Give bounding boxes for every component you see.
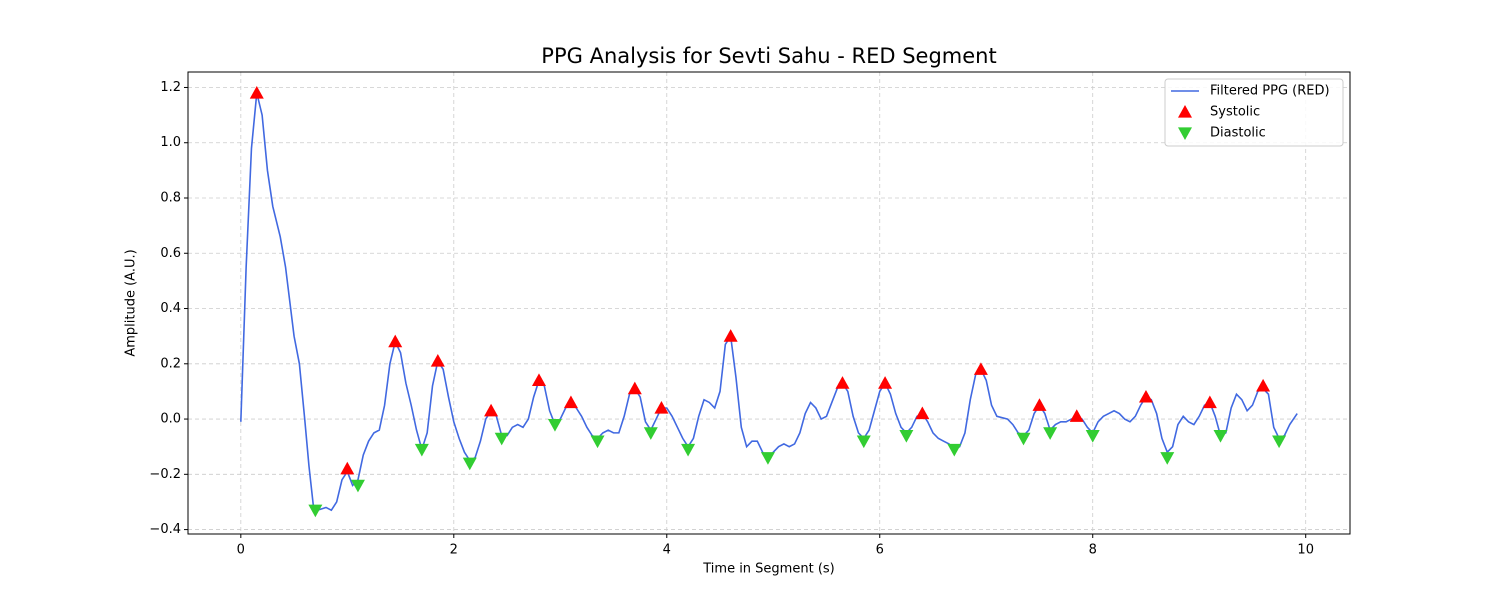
marker-point [590,435,605,449]
marker-point [1213,430,1228,443]
marker-point [899,430,914,443]
legend-label: Systolic [1210,105,1260,120]
marker-point [947,443,962,457]
marker-point [856,435,871,449]
marker-point [1016,432,1031,446]
x-axis-label: Time in Segment (s) [702,562,834,577]
marker-point [1085,430,1100,443]
marker-point [308,504,323,518]
marker-point [388,334,403,348]
marker-point [1202,395,1217,409]
y-tick-label: 1.0 [160,135,181,150]
x-tick-label: 6 [876,543,884,558]
legend-label: Filtered PPG (RED) [1210,84,1330,99]
chart-title: PPG Analysis for Sevti Sahu - RED Segmen… [541,44,996,68]
y-tick-label: −0.4 [149,522,181,537]
marker-point [531,373,546,386]
y-tick-label: 1.2 [160,80,181,95]
marker-point [414,443,429,457]
marker-point [643,427,658,440]
marker-point [430,354,445,367]
marker-point [681,443,696,457]
marker-point [340,461,355,475]
legend-handle [1178,127,1192,140]
y-tick-label: 0.4 [160,301,181,316]
marker-point [627,381,642,395]
x-tick-label: 8 [1089,543,1097,558]
marker-point [494,432,509,446]
marker-point [484,403,499,417]
marker-point [249,86,264,99]
marker-point [723,329,738,342]
marker-point [915,406,930,420]
y-tick-label: 0.8 [160,191,181,206]
marker-point [1138,389,1153,403]
marker-point [760,452,775,465]
marker-point [973,362,988,375]
marker-point [654,401,669,414]
legend-label: Diastolic [1210,126,1266,141]
y-tick-label: 0.6 [160,246,181,261]
marker-point [1272,435,1287,449]
marker-point [1256,378,1271,392]
legend-box [1164,78,1344,147]
y-tick-label: 0.0 [160,412,181,427]
series-line [240,92,1298,512]
y-tick-label: −0.2 [149,467,181,482]
marker-point [835,376,850,389]
legend-handle [1178,105,1192,118]
marker-point [1160,452,1175,465]
marker-point [547,418,562,432]
plot-frame [187,71,1351,535]
x-tick-label: 2 [450,543,458,558]
marker-point [1043,427,1058,440]
x-tick-label: 0 [237,543,245,558]
y-axis-label: Amplitude (A.U.) [124,249,139,356]
marker-point [563,395,578,409]
marker-point [462,457,477,471]
marker-point [1032,398,1047,411]
marker-point [1069,409,1084,422]
marker-point [878,376,893,389]
y-tick-label: 0.2 [160,356,181,371]
x-tick-label: 10 [1297,543,1314,558]
marker-point [350,479,365,493]
x-tick-label: 4 [663,543,671,558]
